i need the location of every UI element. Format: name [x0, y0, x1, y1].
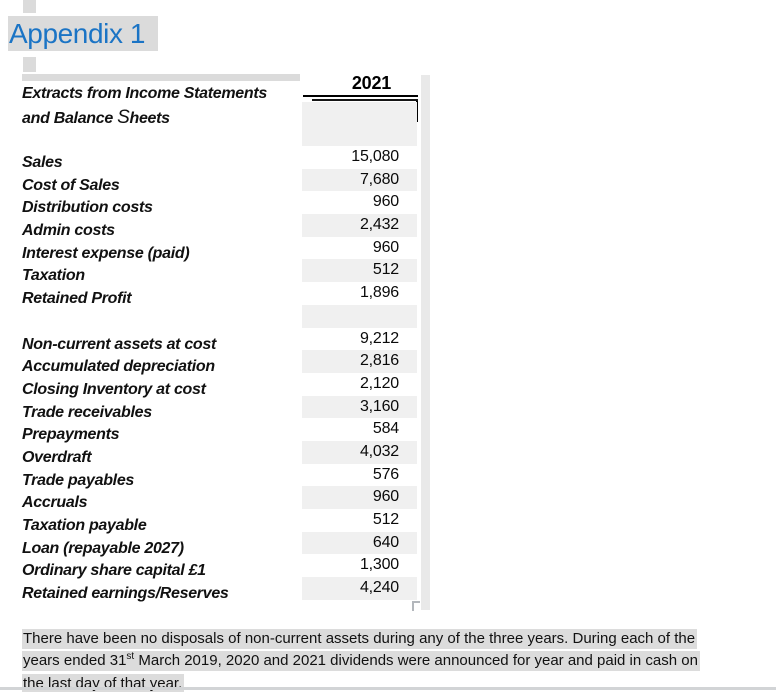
row-value: 1,896	[359, 284, 399, 302]
table-row: Accruals 960	[22, 486, 417, 511]
row-label: Trade payables	[22, 471, 135, 489]
row-value: 7,680	[302, 168, 417, 192]
row-value: 960	[372, 193, 399, 211]
double-underline-bottom	[312, 99, 418, 101]
row-label: Retained earnings/Reserves	[22, 585, 229, 603]
row-value: 576	[372, 465, 399, 483]
row-label: Trade receivables	[22, 403, 152, 421]
row-label: Ordinary share capital £1	[22, 562, 206, 580]
page-title: Appendix 1	[9, 18, 146, 49]
table-row: Sales 15,080	[22, 146, 417, 171]
table-caption-line2: and Balance Sheets	[22, 107, 170, 128]
row-label: Retained Profit	[22, 290, 132, 308]
table-row: Taxation 512	[22, 259, 417, 284]
row-value: 960	[372, 238, 399, 256]
row-label: Loan (repayable 2027)	[22, 539, 184, 557]
table-rows: Sales 15,080 Cost of Sales 7,680 Distrib…	[22, 146, 417, 602]
table-row: Interest expense (paid) 960	[22, 237, 417, 262]
double-underline-top	[303, 95, 418, 97]
row-value: 4,032	[302, 440, 417, 464]
row-value: 640	[302, 531, 417, 555]
row-value: 15,080	[351, 148, 399, 165]
row-value: 3,160	[302, 395, 417, 419]
row-label: Interest expense (paid)	[22, 244, 190, 262]
footnote-line2: years ended 31st March 2019, 2020 and 20…	[22, 651, 700, 672]
row-label: Taxation	[22, 267, 85, 285]
table-row: Taxation payable 512	[22, 509, 417, 534]
row-label: Distribution costs	[22, 199, 153, 217]
row-value: 584	[372, 420, 399, 438]
table-row: Closing Inventory at cost 2,120	[22, 373, 417, 398]
row-label: Overdraft	[22, 448, 92, 466]
row-value: 2,816	[302, 350, 417, 373]
page-title-highlight: Appendix 1	[8, 16, 158, 51]
table-row: Retained earnings/Reserves 4,240	[22, 577, 417, 602]
table-caption-line1: Extracts from Income Statements	[22, 85, 268, 102]
paste-corner-artifact	[412, 601, 420, 611]
footnote-line1: There have been no disposals of non-curr…	[22, 629, 698, 649]
row-value	[302, 304, 417, 328]
row-value: 1,300	[359, 556, 399, 574]
table-row: Prepayments 584	[22, 418, 417, 443]
table-caption: Extracts from Income Statements and Bala…	[22, 82, 267, 131]
table-row: Trade payables 576	[22, 464, 417, 489]
table-row: Retained Profit 1,896	[22, 282, 417, 307]
row-label: Closing Inventory at cost	[22, 380, 206, 398]
row-label	[22, 311, 302, 334]
table-row: Non-current assets at cost 9,212	[22, 328, 417, 353]
row-value: 2,432	[302, 214, 417, 237]
table-edge-strip	[421, 75, 430, 610]
row-label: Non-current assets at cost	[22, 335, 217, 353]
highlighted-paragraph-mark-top	[23, 0, 36, 13]
text-cursor[interactable]	[416, 101, 418, 122]
row-label: Accruals	[22, 494, 88, 512]
row-value: 960	[302, 486, 417, 509]
highlighted-paragraph-mark-mid	[23, 57, 36, 72]
table-row: Accumulated depreciation 2,816	[22, 350, 417, 375]
table-row: Admin costs 2,432	[22, 214, 417, 239]
row-label: Accumulated depreciation	[22, 358, 215, 376]
table-row	[22, 304, 417, 328]
table-row: Trade receivables 3,160	[22, 395, 417, 421]
table-row: Loan (repayable 2027) 640	[22, 531, 417, 557]
table-row: Distribution costs 960	[22, 191, 417, 216]
header-shaded-cell	[302, 102, 417, 146]
table-row: Overdraft 4,032	[22, 440, 417, 466]
row-label: Sales	[22, 154, 63, 171]
row-label: Prepayments	[22, 426, 120, 444]
row-value: 512	[302, 259, 417, 283]
footnote-paragraph: There have been no disposals of non-curr…	[22, 628, 700, 692]
window-bottom-edge	[0, 687, 776, 690]
column-header-2021: 2021	[351, 73, 392, 93]
table-row: Cost of Sales 7,680	[22, 168, 417, 194]
row-value: 9,212	[359, 329, 399, 347]
row-label: Taxation payable	[22, 517, 147, 534]
row-value: 512	[372, 511, 399, 528]
row-label: Admin costs	[22, 222, 115, 240]
row-value: 2,120	[359, 374, 399, 392]
table-row: Ordinary share capital £1 1,300	[22, 554, 417, 579]
highlighted-empty-line	[22, 74, 300, 81]
row-label: Cost of Sales	[22, 176, 120, 194]
row-value: 4,240	[302, 577, 417, 600]
